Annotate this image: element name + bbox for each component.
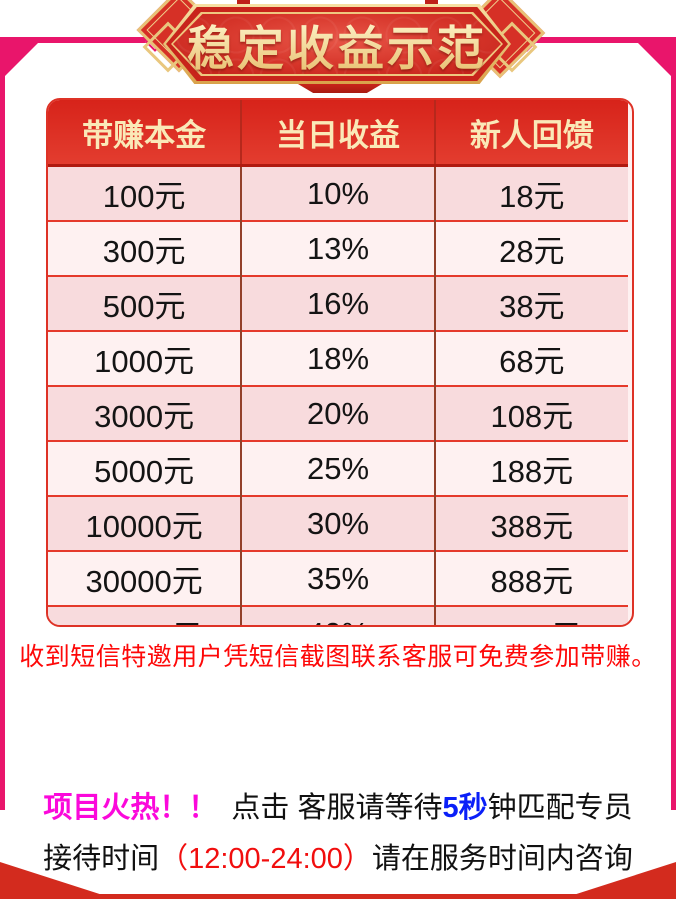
footer-line1-mid: 点击 客服请等待 xyxy=(231,792,443,824)
table-cell: 3000元 xyxy=(48,385,242,441)
sms-invite-notice: 收到短信特邀用户凭短信截图联系客服可免费参加带赚。 xyxy=(19,643,657,671)
table-cell: 500元 xyxy=(48,275,242,331)
footer-line1: 项目火热！！ 点击 客服请等待5秒钟匹配专员 xyxy=(0,783,676,834)
table-cell: 20% xyxy=(240,385,435,441)
service-hours-value: （12:00-24:00） xyxy=(159,843,372,875)
table-row: 300元 13% 28元 xyxy=(48,220,628,276)
banner-plaque: 稳定收益示范 xyxy=(163,4,511,84)
header-daily-return: 当日收益 xyxy=(240,100,435,167)
table-cell: 1000元 xyxy=(48,330,242,386)
table-cell: 100元 xyxy=(48,164,242,221)
footer-line1-tail: 钟匹配专员 xyxy=(487,792,633,824)
table-row: 500元 16% 38元 xyxy=(48,275,628,331)
header-row: 带赚本金 当日收益 新人回馈 xyxy=(48,100,628,167)
table-cell: 38元 xyxy=(433,275,628,331)
footer-text: 项目火热！！ 点击 客服请等待5秒钟匹配专员 接待时间（12:00-24:00）请… xyxy=(0,783,676,885)
table-cell: 68元 xyxy=(433,330,628,386)
table-row: 1000元 18% 68元 xyxy=(48,330,628,386)
table-cell: 188元 xyxy=(433,440,628,496)
rate-table: 带赚本金 当日收益 新人回馈 100元 10% 18元 300元 13% 28元 500元 1… xyxy=(46,98,634,627)
table-cell: 18元 xyxy=(433,164,628,221)
table-row: 10000元 30% 388元 xyxy=(48,495,628,551)
table-cell: 25% xyxy=(240,440,435,496)
table-row: 5000元 25% 188元 xyxy=(48,440,628,496)
service-hours-label: 接待时间 xyxy=(43,843,160,875)
title-banner: 稳定收益示范 xyxy=(130,0,550,100)
table-cell: 300元 xyxy=(48,220,242,276)
service-hours-note: 请在服务时间内咨询 xyxy=(371,843,633,875)
plaque-body xyxy=(173,14,501,74)
table-row: 100元 10% 18元 xyxy=(48,164,628,221)
table-cell: 5000元 xyxy=(48,440,242,496)
rate-table-body: 100元 10% 18元 300元 13% 28元 500元 16% 38元 1000元 18% 68… xyxy=(48,164,628,625)
table-cell: 28元 xyxy=(433,220,628,276)
top-right-chamfer xyxy=(638,43,671,76)
table-row: 50000元40%3888元 xyxy=(48,605,628,625)
table-cell: 40% xyxy=(240,605,435,625)
table-cell: 388元 xyxy=(433,495,628,551)
table-row: 3000元 20% 108元 xyxy=(48,385,628,441)
table-cell: 35% xyxy=(240,550,435,606)
plaque-cloud-pattern xyxy=(173,14,501,74)
left-border-strip xyxy=(0,37,5,810)
table-cell: 10000元 xyxy=(48,495,242,551)
table-cell: 10% xyxy=(240,164,435,221)
page-title: 稳定收益示范 xyxy=(163,4,511,84)
rate-table-header: 带赚本金 当日收益 新人回馈 xyxy=(48,100,628,167)
bottom-border-line xyxy=(0,894,676,899)
project-hot-label: 项目火热！！ xyxy=(43,792,218,824)
plaque-bottom-tab xyxy=(298,84,382,93)
header-principal: 带赚本金 xyxy=(48,100,242,167)
header-newbie-bonus: 新人回馈 xyxy=(433,100,628,167)
top-left-chamfer xyxy=(5,43,38,76)
table-cell: 888元 xyxy=(433,550,628,606)
table-cell: 108元 xyxy=(433,385,628,441)
table-cell: 30000元 xyxy=(48,550,242,606)
right-border-strip xyxy=(671,37,676,810)
table-cell: 50000元 xyxy=(48,605,242,625)
wait-seconds-label: 5秒 xyxy=(442,792,488,824)
table-row: 30000元 35% 888元 xyxy=(48,550,628,606)
table-cell: 18% xyxy=(240,330,435,386)
footer-line2: 接待时间（12:00-24:00）请在服务时间内咨询 xyxy=(0,834,676,885)
table-cell: 13% xyxy=(240,220,435,276)
table-cell: 16% xyxy=(240,275,435,331)
table-cell: 3888元 xyxy=(433,605,628,625)
table-cell: 30% xyxy=(240,495,435,551)
